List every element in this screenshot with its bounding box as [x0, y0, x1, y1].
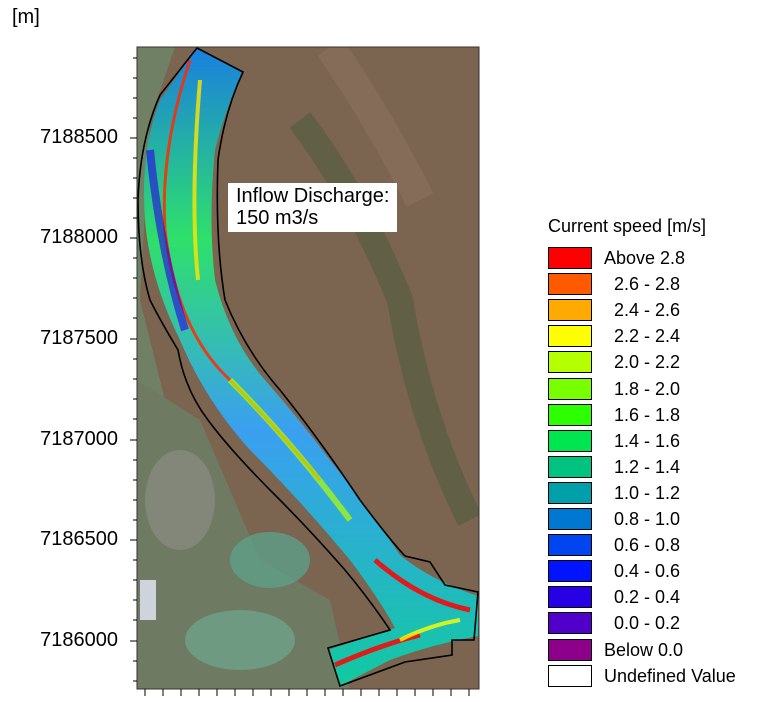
legend-item: 0.6 - 0.8 — [548, 534, 776, 558]
annotation-line-1: Inflow Discharge: — [236, 185, 390, 207]
legend-item: Above 2.8 — [548, 247, 776, 271]
legend-swatch — [548, 612, 592, 635]
legend-swatch — [548, 325, 592, 348]
legend-label: 2.0 - 2.2 — [604, 352, 681, 373]
legend-item: 1.4 - 1.6 — [548, 429, 776, 454]
legend-item: 0.0 - 0.2 — [548, 612, 776, 636]
legend-item: 2.0 - 2.2 — [548, 351, 776, 375]
legend-swatch — [548, 403, 592, 426]
legend-label: Below 0.0 — [604, 639, 684, 660]
legend-label: Undefined Value — [604, 665, 736, 686]
legend-item: 0.4 - 0.6 — [548, 560, 776, 584]
legend-swatch — [548, 560, 592, 583]
legend-title: Current speed [m/s] — [548, 216, 707, 236]
legend-swatch — [548, 351, 592, 374]
legend-label: Above 2.8 — [604, 248, 686, 268]
legend-label: 0.0 - 0.2 — [604, 613, 681, 634]
legend-item: 0.8 - 1.0 — [548, 508, 776, 532]
legend-swatch — [548, 299, 592, 322]
y-axis-ticks — [130, 137, 137, 642]
legend-swatch — [548, 247, 592, 269]
legend-swatch — [548, 377, 592, 400]
y-axis-minor-ticks — [133, 57, 137, 682]
annotation-line-2: 150 m3/s — [236, 207, 319, 229]
y-tick-label: 7187500 — [40, 327, 118, 349]
legend-label: 2.6 - 2.8 — [604, 274, 681, 295]
legend-label: 1.2 - 1.4 — [604, 456, 681, 477]
legend-label: 1.0 - 1.2 — [604, 482, 681, 503]
legend-swatch — [548, 455, 592, 478]
legend-swatch — [548, 534, 592, 557]
legend-label: 1.8 - 2.0 — [604, 378, 681, 399]
legend-item: 1.0 - 1.2 — [548, 481, 776, 506]
legend-swatch — [548, 481, 592, 504]
legend-item: 2.4 - 2.6 — [548, 299, 776, 323]
inflow-discharge-annotation: Inflow Discharge: 150 m3/s — [228, 183, 398, 232]
legend-item: 1.6 - 1.8 — [548, 403, 776, 428]
y-axis-unit-label: [m] — [12, 6, 40, 28]
legend-label: 1.4 - 1.6 — [604, 430, 681, 451]
legend-swatch — [548, 586, 592, 609]
legend-label: 0.8 - 1.0 — [604, 509, 681, 529]
legend-item: Below 0.0 — [548, 638, 776, 663]
y-tick-label: 7186000 — [40, 629, 118, 651]
river-flow-field — [144, 48, 478, 686]
x-axis-ticks — [144, 689, 470, 696]
y-tick-label: 7187000 — [40, 428, 118, 450]
legend-swatch — [548, 429, 592, 452]
legend-item: Undefined Value — [548, 664, 776, 689]
legend-label: 0.6 - 0.8 — [604, 535, 681, 556]
y-tick-label: 7186500 — [40, 528, 118, 550]
legend-item: 2.2 - 2.4 — [548, 325, 776, 349]
legend-item: 1.8 - 2.0 — [548, 377, 776, 402]
legend-item: 1.2 - 1.4 — [548, 455, 776, 480]
legend-label: 0.2 - 0.4 — [604, 587, 681, 608]
legend-label: 2.2 - 2.4 — [604, 326, 681, 347]
legend-swatch — [548, 638, 592, 661]
legend-swatch — [548, 664, 592, 687]
plot-frame — [136, 46, 480, 690]
y-tick-label: 7188500 — [40, 126, 118, 148]
y-tick-label: 7188000 — [40, 226, 118, 248]
model-domain-boundary — [137, 46, 479, 688]
legend-label: 0.4 - 0.6 — [604, 561, 681, 582]
legend-item: 2.6 - 2.8 — [548, 273, 776, 297]
legend-swatch — [548, 508, 592, 530]
legend-item: 0.2 - 0.4 — [548, 586, 776, 610]
legend-swatch — [548, 273, 592, 296]
legend-label: 1.6 - 1.8 — [604, 404, 681, 425]
legend-label: 2.4 - 2.6 — [604, 300, 681, 321]
